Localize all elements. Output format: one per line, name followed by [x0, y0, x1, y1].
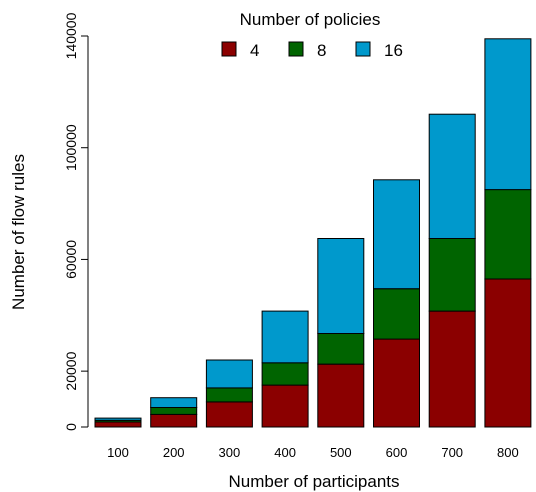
- legend-label-16: 16: [384, 41, 403, 60]
- bar-600-series-8: [373, 288, 420, 340]
- bar-500-series-8: [317, 332, 365, 365]
- bar-700-series-16: [428, 113, 476, 239]
- bar-400-series-4: [261, 384, 309, 428]
- x-tick-label: 100: [107, 445, 129, 460]
- y-tick-label: 20000: [63, 351, 79, 390]
- x-tick-label: 600: [386, 445, 408, 460]
- legend-swatch-4: [221, 41, 237, 57]
- y-tick-label: 0: [63, 423, 79, 431]
- y-tick-label: 60000: [63, 240, 79, 279]
- bar-400-series-16: [261, 310, 309, 364]
- x-tick-label: 700: [441, 445, 463, 460]
- y-axis-title: Number of flow rules: [9, 154, 28, 310]
- bar-800-series-16: [484, 38, 532, 191]
- bar-100-series-16: [94, 417, 142, 421]
- x-tick-label: 200: [163, 445, 185, 460]
- bars-group: [94, 38, 532, 428]
- bar-500-series-4: [317, 363, 365, 428]
- legend-swatch-16: [355, 41, 371, 57]
- legend-title: Number of policies: [240, 10, 381, 29]
- x-tick-label: 500: [330, 445, 352, 460]
- y-axis: 0 20000 60000 100000 140000: [63, 12, 89, 431]
- bar-300-series-4: [205, 401, 253, 428]
- y-tick-label: 140000: [63, 12, 79, 59]
- bar-200-series-4: [150, 413, 198, 428]
- legend: Number of policies 4 8 16: [221, 10, 403, 60]
- bar-200-series-16: [150, 397, 198, 409]
- x-tick-labels: 100 200 300 400 500 600 700 800: [107, 445, 519, 460]
- legend-label-8: 8: [317, 41, 326, 60]
- x-tick-label: 800: [497, 445, 519, 460]
- bar-400-series-8: [261, 362, 309, 386]
- bar-300-series-16: [205, 359, 253, 389]
- bar-600-series-4: [373, 338, 420, 428]
- bar-300-series-8: [205, 387, 253, 403]
- bar-700-series-4: [428, 310, 476, 428]
- bar-700-series-8: [428, 238, 476, 312]
- y-tick-label: 100000: [63, 124, 79, 171]
- bar-100-series-4: [94, 421, 142, 428]
- bar-200-series-8: [150, 406, 198, 415]
- bar-800-series-8: [484, 189, 532, 280]
- legend-swatch-8: [288, 41, 304, 57]
- x-tick-label: 300: [219, 445, 241, 460]
- bar-500-series-16: [317, 238, 365, 334]
- x-axis-title: Number of participants: [228, 472, 399, 491]
- bar-600-series-16: [373, 179, 420, 290]
- legend-label-4: 4: [250, 41, 259, 60]
- x-tick-label: 400: [274, 445, 296, 460]
- bar-800-series-4: [484, 278, 532, 428]
